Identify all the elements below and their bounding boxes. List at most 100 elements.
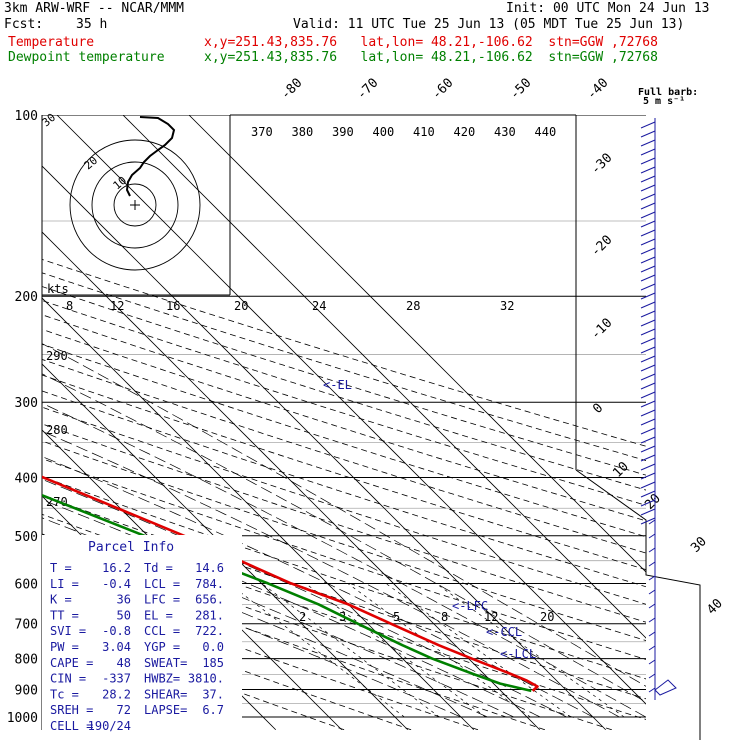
pressure-tick-label: 300	[15, 396, 38, 411]
parcel-row-value: 3810.	[188, 672, 224, 686]
wind-barb	[648, 575, 656, 581]
wind-barb	[648, 561, 656, 567]
mixing-ratio-line	[305, 583, 486, 718]
parcel-row-value: -0.8	[102, 624, 131, 638]
parcel-row-value: 6.7	[202, 703, 224, 717]
wind-barb	[648, 645, 656, 651]
dry-adiabat-line	[42, 494, 646, 700]
wind-barb	[640, 202, 656, 210]
parcel-row-label: EL =	[144, 608, 173, 622]
theta-side-label: 290	[46, 349, 68, 363]
mixing-ratio-line	[228, 583, 405, 718]
moist-adiabat-line	[42, 430, 620, 718]
hodograph-axis-label: 12	[110, 299, 124, 313]
parcel-row-label: YGP =	[144, 640, 180, 654]
dewpoint-profile-line	[42, 493, 532, 693]
theta-label: 380	[292, 125, 314, 139]
isotherm-line	[188, 115, 646, 573]
model-title: 3km ARW-WRF -- NCAR/MMM	[4, 1, 185, 16]
moist-adiabat-line	[42, 402, 646, 718]
wind-barb	[640, 337, 656, 345]
isotherm-label: 40	[704, 596, 726, 618]
pressure-tick-label: 500	[15, 530, 38, 545]
pressure-tick-label: 700	[15, 618, 38, 633]
parcel-row-value: 37.	[202, 687, 224, 701]
wind-barb	[640, 193, 656, 201]
parcel-row-label: T =	[50, 561, 72, 575]
dry-adiabat-line	[42, 328, 646, 522]
wind-barb	[640, 472, 656, 480]
wind-barb	[640, 391, 656, 399]
wind-barb	[640, 382, 656, 390]
wind-barb	[640, 463, 656, 471]
theta-label: 420	[454, 125, 476, 139]
parcel-row-label: HWBZ=	[144, 672, 180, 686]
pressure-tick-label: 200	[15, 290, 38, 305]
wind-barb	[640, 310, 656, 318]
parcel-info-title: Parcel Info	[88, 540, 174, 555]
isotherm-label: -80	[278, 76, 305, 103]
hodograph-axis-label: 24	[312, 299, 326, 313]
dry-adiabat-line	[42, 300, 646, 491]
hodograph-ring	[113, 183, 157, 227]
parcel-row-label: CIN =	[50, 672, 86, 686]
wind-barb	[640, 121, 656, 129]
dewpoint-legend-info: x,y=251.43,835.76 lat,lon= 48.21,-106.62…	[204, 50, 658, 65]
wind-barb	[640, 481, 656, 489]
isotherm-label: -30	[588, 151, 615, 178]
wind-barb	[648, 631, 656, 637]
sounding-profiles	[42, 475, 539, 693]
hodograph-ring-label: 20	[82, 154, 101, 172]
parcel-row-value: -0.4	[102, 577, 131, 591]
barb-legend-value: 5 m s⁻¹	[643, 96, 685, 107]
mixing-ratio-label: 8	[441, 610, 448, 624]
wind-barb	[648, 547, 656, 553]
moist-adiabat-line	[42, 499, 541, 718]
dry-adiabat-line	[42, 314, 646, 506]
theta-label: 440	[535, 125, 557, 139]
isotherm-line	[0, 87, 12, 729]
dry-adiabat-line	[42, 596, 412, 730]
hodograph-axis-label: 20	[234, 299, 248, 313]
theta-label: 400	[373, 125, 395, 139]
level-annotation: <-EL	[323, 378, 352, 392]
isotherm-label: 0	[590, 401, 606, 417]
wind-barb	[640, 454, 656, 462]
wind-barb	[648, 589, 656, 595]
parcel-row-value: 28.2	[102, 687, 131, 701]
parcel-row-label: CCL =	[144, 624, 180, 638]
moist-adiabat-line	[42, 548, 462, 718]
parcel-row-value: 36	[117, 593, 131, 607]
mixing-ratio-label: 12	[484, 610, 498, 624]
wind-barb	[640, 238, 656, 246]
parcel-row-value: 281.	[195, 608, 224, 622]
wind-barbs	[640, 118, 677, 700]
temperature-profile-line	[42, 475, 539, 692]
parcel-row-value: 190/24	[88, 719, 131, 733]
wind-barb	[640, 175, 656, 183]
init-time: Init: 00 UTC Mon 24 Jun 13	[506, 1, 710, 16]
wind-barb	[640, 139, 656, 147]
moist-adiabat-line	[42, 456, 594, 718]
parcel-row-value: 784.	[195, 577, 224, 591]
barb-legend-label: Full barb:	[638, 87, 698, 98]
mixing-ratio-label: 5	[393, 610, 400, 624]
moist-adiabat-line	[42, 478, 567, 718]
parcel-row-value: 16.2	[102, 561, 131, 575]
wind-barb	[640, 373, 656, 381]
isotherm-label: 30	[688, 534, 710, 556]
wind-barb	[640, 256, 656, 264]
parcel-row-value: 3.04	[102, 640, 131, 654]
valid-time: Valid: 11 UTC Tue 25 Jun 13 (05 MDT Tue …	[293, 17, 685, 32]
frame-right-step	[575, 469, 701, 740]
hodograph-ring	[91, 161, 179, 249]
parcel-row-label: CAPE =	[50, 656, 93, 670]
wind-barb	[640, 283, 656, 291]
pressure-tick-label: 900	[15, 683, 38, 698]
wind-barb	[640, 157, 656, 165]
wind-barb	[648, 603, 656, 609]
wind-barb	[640, 445, 656, 453]
wind-barb	[640, 130, 656, 138]
isotherm-label: -70	[354, 76, 381, 103]
wind-barb	[640, 427, 656, 435]
